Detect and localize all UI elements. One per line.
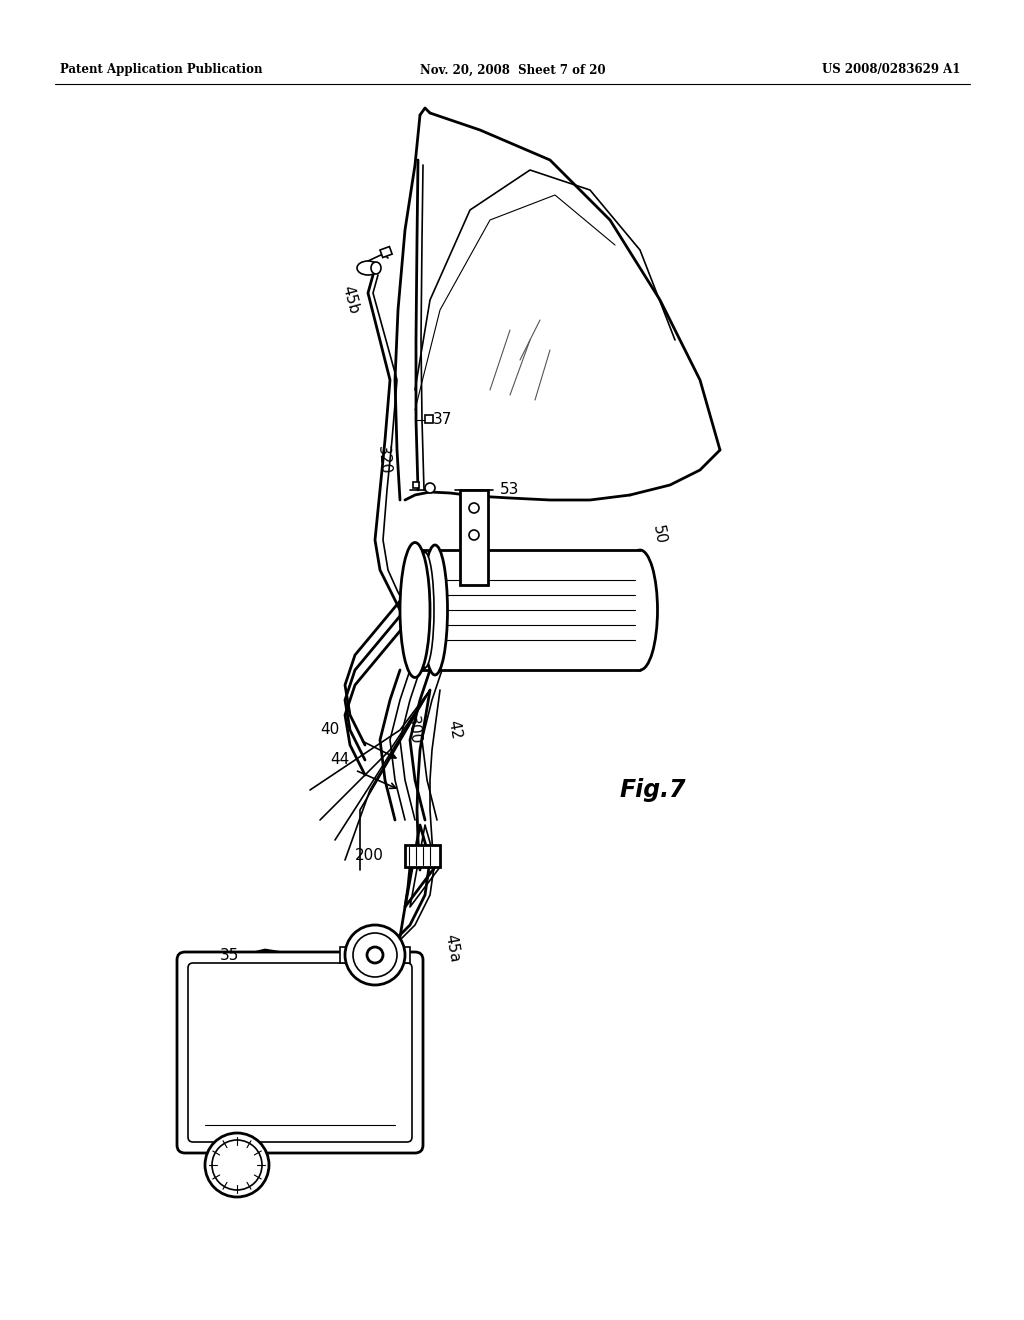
Circle shape xyxy=(469,503,479,513)
Bar xyxy=(460,490,488,585)
Text: 50: 50 xyxy=(650,524,668,545)
Text: Nov. 20, 2008  Sheet 7 of 20: Nov. 20, 2008 Sheet 7 of 20 xyxy=(420,63,605,77)
Text: 44: 44 xyxy=(330,752,349,767)
Text: 320: 320 xyxy=(375,445,392,475)
Text: 45a: 45a xyxy=(442,933,462,964)
Bar xyxy=(380,247,392,257)
Text: US 2008/0283629 A1: US 2008/0283629 A1 xyxy=(821,63,961,77)
Ellipse shape xyxy=(623,550,657,671)
Ellipse shape xyxy=(402,550,437,671)
Text: Fig.7: Fig.7 xyxy=(620,777,687,803)
Circle shape xyxy=(425,483,435,492)
Ellipse shape xyxy=(357,261,379,275)
FancyBboxPatch shape xyxy=(188,964,412,1142)
Text: Patent Application Publication: Patent Application Publication xyxy=(60,63,262,77)
Bar xyxy=(413,482,419,488)
Circle shape xyxy=(212,1140,262,1191)
Text: 45b: 45b xyxy=(339,284,361,315)
Text: 42: 42 xyxy=(445,719,463,741)
Text: 35: 35 xyxy=(220,948,240,962)
Text: 300: 300 xyxy=(406,715,423,744)
Circle shape xyxy=(345,925,406,985)
Bar xyxy=(340,946,410,964)
FancyBboxPatch shape xyxy=(177,952,423,1152)
Circle shape xyxy=(353,933,397,977)
Bar xyxy=(425,414,433,422)
Circle shape xyxy=(205,1133,269,1197)
Ellipse shape xyxy=(400,543,430,677)
Circle shape xyxy=(367,946,383,964)
Text: 37: 37 xyxy=(433,412,453,428)
Text: 53: 53 xyxy=(500,483,519,498)
Ellipse shape xyxy=(371,261,381,275)
Ellipse shape xyxy=(416,553,434,668)
Text: 40: 40 xyxy=(319,722,339,738)
Circle shape xyxy=(469,531,479,540)
FancyBboxPatch shape xyxy=(406,845,440,867)
Bar xyxy=(420,550,640,671)
Ellipse shape xyxy=(423,545,447,675)
Text: 200: 200 xyxy=(355,847,384,862)
